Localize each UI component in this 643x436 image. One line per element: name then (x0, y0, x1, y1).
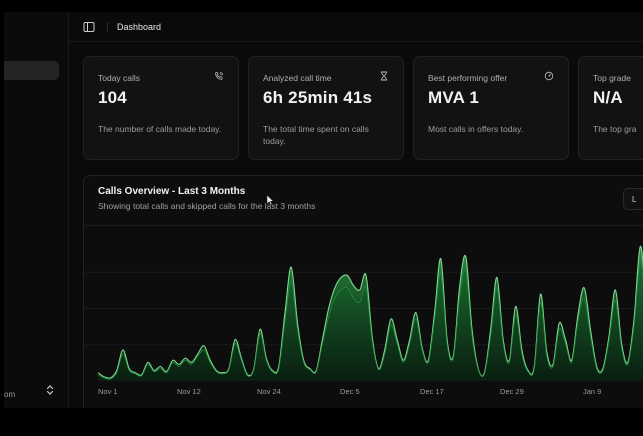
stat-card-best-performing-offer: Best performing offer MVA 1 Most calls i… (413, 56, 569, 160)
stat-card-description: The number of calls made today. (98, 124, 222, 134)
stat-card-label: Today calls (98, 73, 141, 83)
x-tick-label: Nov 24 (257, 387, 281, 396)
stat-card-label: Analyzed call time (263, 73, 332, 83)
x-tick-label: Dec 5 (340, 387, 360, 396)
stat-card-top-grade: Top grade N/A The top gra (578, 56, 643, 160)
stat-card-value: N/A (593, 88, 623, 107)
sidebar-item-active[interactable] (4, 61, 59, 80)
x-tick-label: Jan 9 (583, 387, 601, 396)
screen-frame-top (0, 0, 643, 12)
x-tick-label: Nov 1 (98, 387, 118, 396)
breadcrumb[interactable]: Dashboard (117, 22, 162, 32)
stat-card-label: Top grade (593, 73, 631, 83)
stat-card-analyzed-call-time: Analyzed call time 6h 25min 41s The tota… (248, 56, 404, 160)
series-area-1 (98, 262, 643, 381)
chart-divider (84, 225, 643, 226)
topbar-separator (107, 22, 108, 32)
series-line-1 (97, 262, 643, 380)
gauge-icon (544, 71, 554, 81)
x-tick-label: Nov 12 (177, 387, 201, 396)
stat-card-value: 104 (98, 88, 127, 107)
calls-overview-card: Calls Overview - Last 3 Months Showing t… (83, 175, 643, 408)
chart-title: Calls Overview - Last 3 Months (98, 186, 246, 197)
stat-card-description: The total time spent on calls today. (263, 124, 369, 146)
x-tick-label: Dec 17 (420, 387, 444, 396)
stat-card-description: The top gra (593, 124, 637, 134)
stat-card-description: Most calls in offers today. (428, 124, 524, 134)
mouse-cursor-icon (266, 194, 274, 206)
main-content: Dashboard Today calls 104 The number of … (68, 12, 643, 408)
sidebar: om (4, 12, 68, 408)
phone-call-icon (215, 71, 224, 80)
top-bar: Dashboard (69, 12, 643, 42)
sidebar-toggle-icon[interactable] (83, 21, 95, 33)
x-tick-label: Dec 29 (500, 387, 524, 396)
calls-area-chart: Nov 1 Nov 12 Nov 24 Dec 5 Dec 17 Dec 29 Jan 9 … (84, 245, 643, 396)
screen-frame-left (0, 0, 4, 436)
time-range-select[interactable]: L (623, 188, 643, 210)
stat-card-value: 6h 25min 41s (263, 88, 373, 107)
stat-card-value: MVA 1 (428, 88, 480, 107)
chart-subtitle: Showing total calls and skipped calls fo… (98, 201, 316, 211)
sidebar-footer-text: om (4, 390, 16, 399)
screen-frame-bottom (0, 408, 643, 436)
stat-card-today-calls: Today calls 104 The number of calls made… (83, 56, 239, 160)
stat-card-label: Best performing offer (428, 73, 508, 83)
hourglass-icon (381, 71, 387, 81)
chevron-up-down-icon[interactable] (46, 384, 54, 396)
series-line-0 (97, 245, 643, 379)
